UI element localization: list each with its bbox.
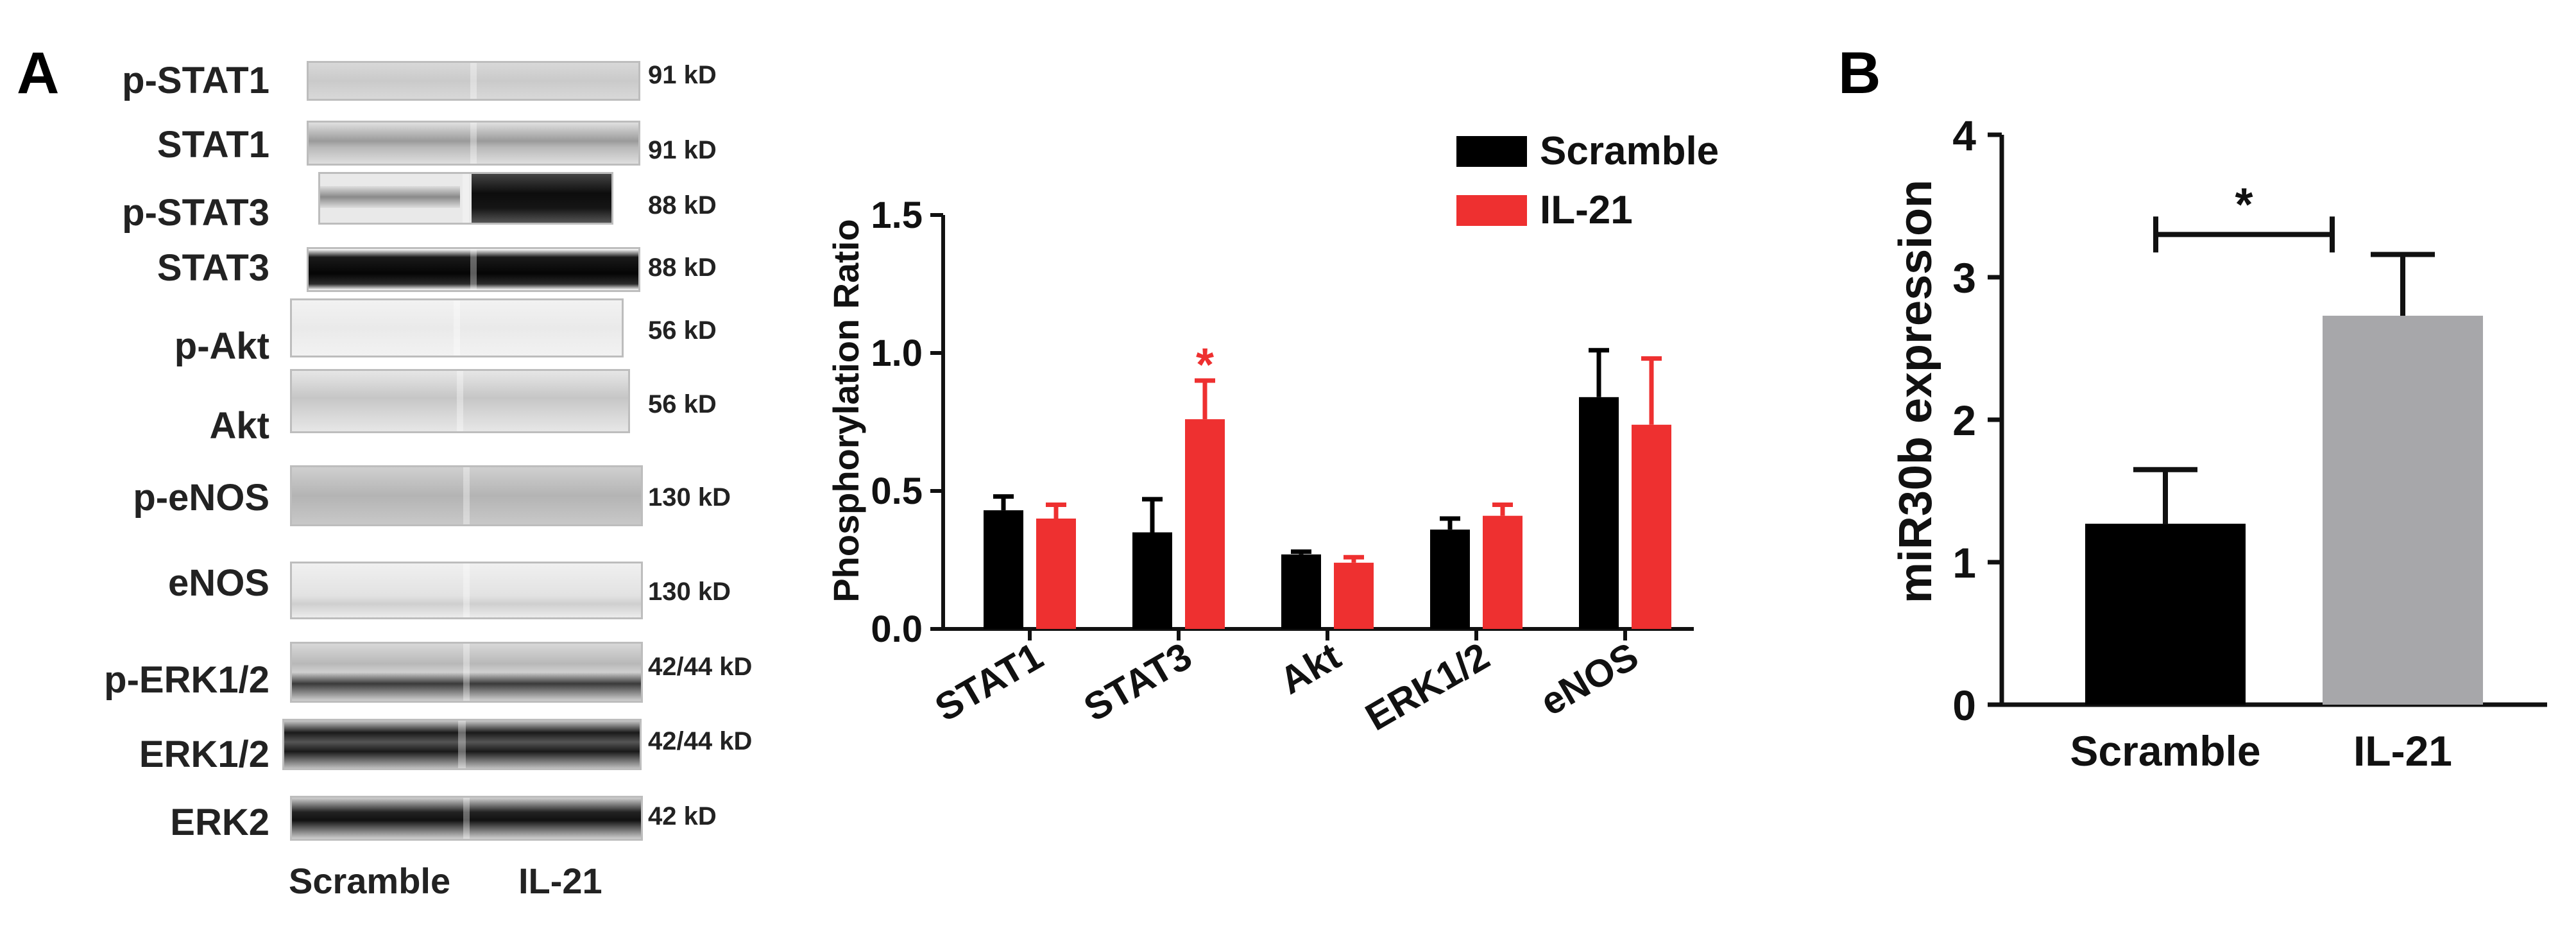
blot-label: p-eNOS [133,477,269,519]
molecular-weight-label: 42/44 kD [648,653,753,681]
bar-il-21 [1632,424,1671,629]
y-tick-label: 1.0 [871,332,923,374]
blot-label: p-Akt [174,325,269,367]
y-tick-label: 0 [1952,682,1976,729]
bar-scramble [1430,529,1470,629]
y-tick-label: 1.5 [871,194,923,236]
blot-label: STAT3 [157,247,269,289]
y-axis-label: Phosphorylation Ratio [826,219,866,602]
molecular-weight-label: 88 kD [648,191,717,219]
blot-label: Akt [209,405,269,447]
blot-label: STAT1 [157,124,269,166]
significance-star: * [1196,339,1214,391]
legend-label-il21: IL-21 [1540,188,1633,232]
blot-strip [290,369,630,433]
lane-label-il21: IL-21 [518,861,602,901]
blot-strip [307,247,640,292]
x-tick-label: eNOS [1533,634,1645,724]
bar-il-21 [1036,519,1076,629]
legend-swatch-scramble [1456,136,1527,167]
blot-label: ERK1/2 [139,734,269,775]
blot-label: p-STAT1 [122,60,269,101]
phosphorylation-ratio-chart: Phosphorylation Ratio 0.0 0.5 1.0 1.5 STAT1 S… [826,194,1694,739]
blot-strip [282,719,642,770]
y-axis-label: miR30b expression [1890,180,1941,603]
blot-label: eNOS [168,562,269,604]
legend-swatch-il21 [1456,195,1527,226]
x-tick-label: ERK1/2 [1358,634,1496,739]
bar-il-21 [2323,315,2483,705]
bar-il-21 [1185,419,1225,629]
molecular-weight-label: 42 kD [648,802,717,830]
y-tick-label: 3 [1952,254,1976,302]
blot-strip [290,642,643,703]
legend-label-scramble: Scramble [1540,129,1719,173]
blot-strip [290,796,643,841]
significance-star: * [2235,179,2253,230]
bar-il-21 [1483,515,1523,629]
x-tick-label: STAT3 [1077,634,1198,730]
y-tick-label: 0.0 [871,608,923,650]
molecular-weight-label: 91 kD [648,61,717,89]
bar-il-21 [1334,562,1374,629]
y-tick-label: 4 [1952,112,1976,159]
molecular-weight-label: 42/44 kD [648,727,753,755]
panel-a-letter: A [17,40,60,106]
x-tick-label: Scramble [2070,727,2260,775]
bar-scramble [1579,397,1619,629]
panel-b-letter: B [1838,40,1881,106]
molecular-weight-label: 56 kD [648,390,717,418]
molecular-weight-label: 56 kD [648,316,717,345]
x-tick-label: STAT1 [928,634,1050,730]
molecular-weight-label: 88 kD [648,253,717,282]
blot-strip [290,298,624,357]
molecular-weight-label: 130 kD [648,483,731,511]
blot-label: p-STAT3 [122,192,269,234]
y-tick-label: 2 [1952,397,1976,444]
mir30b-expression-chart: miR30b expression 0 1 2 3 4 Scramble IL-21 * [1890,112,2547,775]
blot-strip [318,172,613,225]
blot-strip [290,465,643,526]
blot-label: p-ERK1/2 [104,659,269,701]
bar-scramble [1281,554,1321,629]
lane-label-scramble: Scramble [289,861,451,901]
bar-scramble [1132,532,1172,629]
blot-strip [307,121,640,166]
blot-strip [290,562,643,619]
bar-scramble [984,510,1023,629]
x-tick-label: IL-21 [2353,727,2452,775]
y-tick-label: 1 [1952,539,1976,587]
molecular-weight-label: 91 kD [648,136,717,164]
y-tick-label: 0.5 [871,470,923,512]
blot-strip [307,61,640,101]
x-tick-label: Akt [1272,634,1347,702]
molecular-weight-label: 130 kD [648,578,731,606]
bar-scramble [2085,524,2246,705]
blot-label: ERK2 [170,802,269,843]
